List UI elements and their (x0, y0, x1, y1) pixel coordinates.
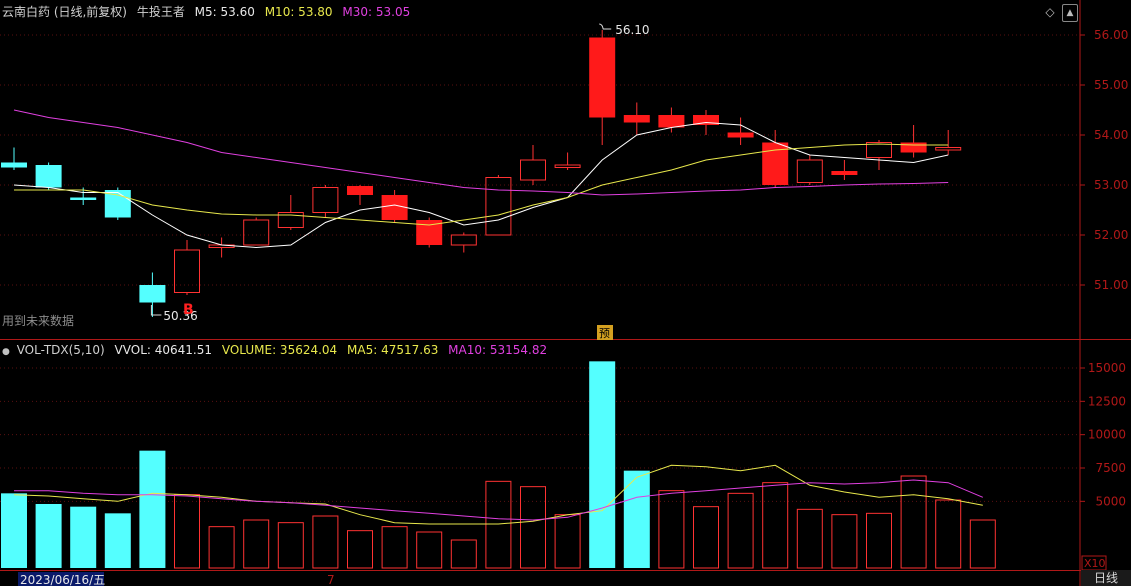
ma5-label: MA5: 47517.63 (347, 343, 439, 357)
volume-bar (727, 492, 754, 569)
indicator-name[interactable]: 牛投王者 (136, 5, 185, 19)
volume-bar (70, 506, 97, 568)
volume-bar (554, 514, 581, 569)
price-tick-label: 56.00 (1094, 28, 1128, 42)
high-price-label: 56.10 (615, 23, 649, 37)
candle-body (347, 186, 373, 195)
diamond-icon[interactable]: ◇ (1045, 5, 1055, 19)
ma-line-m30 (13, 109, 949, 196)
high-marker-arrow (599, 23, 612, 30)
ma10-label: MA10: 53154.82 (448, 343, 548, 357)
volume-bar (174, 494, 200, 569)
candle-body (520, 159, 546, 181)
price-tick-label: 51.00 (1094, 278, 1128, 292)
predict-badge (597, 325, 613, 340)
predict-badge-label: 预 (599, 327, 610, 340)
volume-tick-label: 15000 (1088, 361, 1126, 375)
candle-body (900, 142, 927, 153)
volume-bar (900, 475, 927, 569)
candle-body (866, 142, 892, 158)
volume-bar (450, 539, 477, 569)
period-label: 日线 (1093, 571, 1118, 585)
candle-body (554, 164, 581, 168)
volume-tick-label: 7500 (1095, 461, 1126, 475)
volume-bar (347, 530, 373, 569)
date-cursor-box (18, 572, 104, 586)
vol-indicator-name[interactable]: VOL-TDX(5,10) (16, 343, 105, 357)
price-tick-label: 53.00 (1094, 178, 1128, 192)
volume-bar (969, 519, 996, 569)
volume-bar (762, 482, 789, 569)
m10-label: M10: 53.80 (264, 5, 333, 19)
kline-header: 云南白药 (日线,前复权) 牛投王者 M5: 53.60 M10: 53.80 … (2, 3, 416, 21)
candle-body (35, 165, 62, 188)
volume-bar (139, 450, 166, 568)
volume-tick-label: 5000 (1095, 494, 1126, 508)
candle-body (796, 159, 823, 183)
candle-body (485, 177, 512, 236)
candle-body (727, 132, 754, 138)
volume-bar (312, 515, 339, 569)
volume-bar (831, 514, 858, 569)
volume-header: ● VOL-TDX(5,10) VVOL: 40641.51 VOLUME: 3… (2, 341, 553, 359)
candle-body (277, 212, 304, 228)
volume-bar (381, 526, 408, 569)
volume-bar (623, 470, 650, 568)
volume-bar (277, 522, 304, 569)
volume-bar (796, 508, 823, 569)
candle-body (1, 162, 27, 168)
price-tick-label: 55.00 (1094, 78, 1128, 92)
volume-tick-label: 12500 (1088, 394, 1126, 408)
candle-body (312, 187, 339, 213)
candle-body (381, 195, 408, 220)
volume-bar (935, 499, 962, 569)
volume-bar (243, 519, 270, 569)
ma-line-m10 (14, 143, 949, 226)
candle-body (831, 171, 858, 175)
volume-bar (589, 361, 616, 568)
period-button[interactable]: 日线 (1081, 570, 1131, 586)
candle-body (658, 115, 685, 128)
vvol-label: VVOL: 40641.51 (114, 343, 212, 357)
low-price-label: 50.36 (163, 309, 197, 323)
candle-body (243, 219, 270, 246)
candle-body (139, 285, 166, 303)
volume-bar (104, 513, 131, 568)
volume-label: VOLUME: 35624.04 (221, 343, 338, 357)
volume-bar (416, 531, 443, 569)
buy-signal-marker: B (183, 302, 194, 318)
candle-body (623, 115, 650, 123)
vol-ma-line-ma5 (13, 464, 983, 525)
low-marker-arrow (150, 305, 162, 316)
price-tick-label: 54.00 (1094, 128, 1128, 142)
collapse-icon[interactable]: ● (2, 347, 10, 357)
candle-body (174, 249, 200, 293)
date-cursor-label: 2023/06/16/五 (20, 573, 105, 586)
m30-label: M30: 53.05 (342, 5, 411, 19)
candle-body (693, 115, 719, 125)
vol-ma-line-ma10 (14, 479, 983, 521)
volume-bar (485, 480, 512, 569)
scroll-up-icon[interactable]: ▲ (1062, 4, 1078, 22)
volume-bar (658, 490, 685, 569)
volume-bar (208, 526, 235, 569)
price-tick-label: 52.00 (1094, 228, 1128, 242)
volume-bar (1, 493, 27, 568)
volume-bar (693, 506, 719, 569)
volume-bar (866, 512, 892, 569)
scale-label: X10 (1084, 557, 1106, 570)
m5-label: M5: 53.60 (194, 5, 255, 19)
volume-tick-label: 10000 (1088, 428, 1126, 442)
candle-body (450, 234, 477, 246)
candle-body (935, 147, 962, 151)
month-marker-label: 7 (327, 573, 335, 586)
volume-bar (35, 504, 62, 568)
future-data-warning: 用到未来数据 (2, 313, 74, 328)
stock-title[interactable]: 云南白药 (日线,前复权) (2, 5, 127, 19)
candle-body (70, 197, 97, 200)
volume-bar (520, 486, 546, 569)
candle-body (589, 37, 616, 118)
